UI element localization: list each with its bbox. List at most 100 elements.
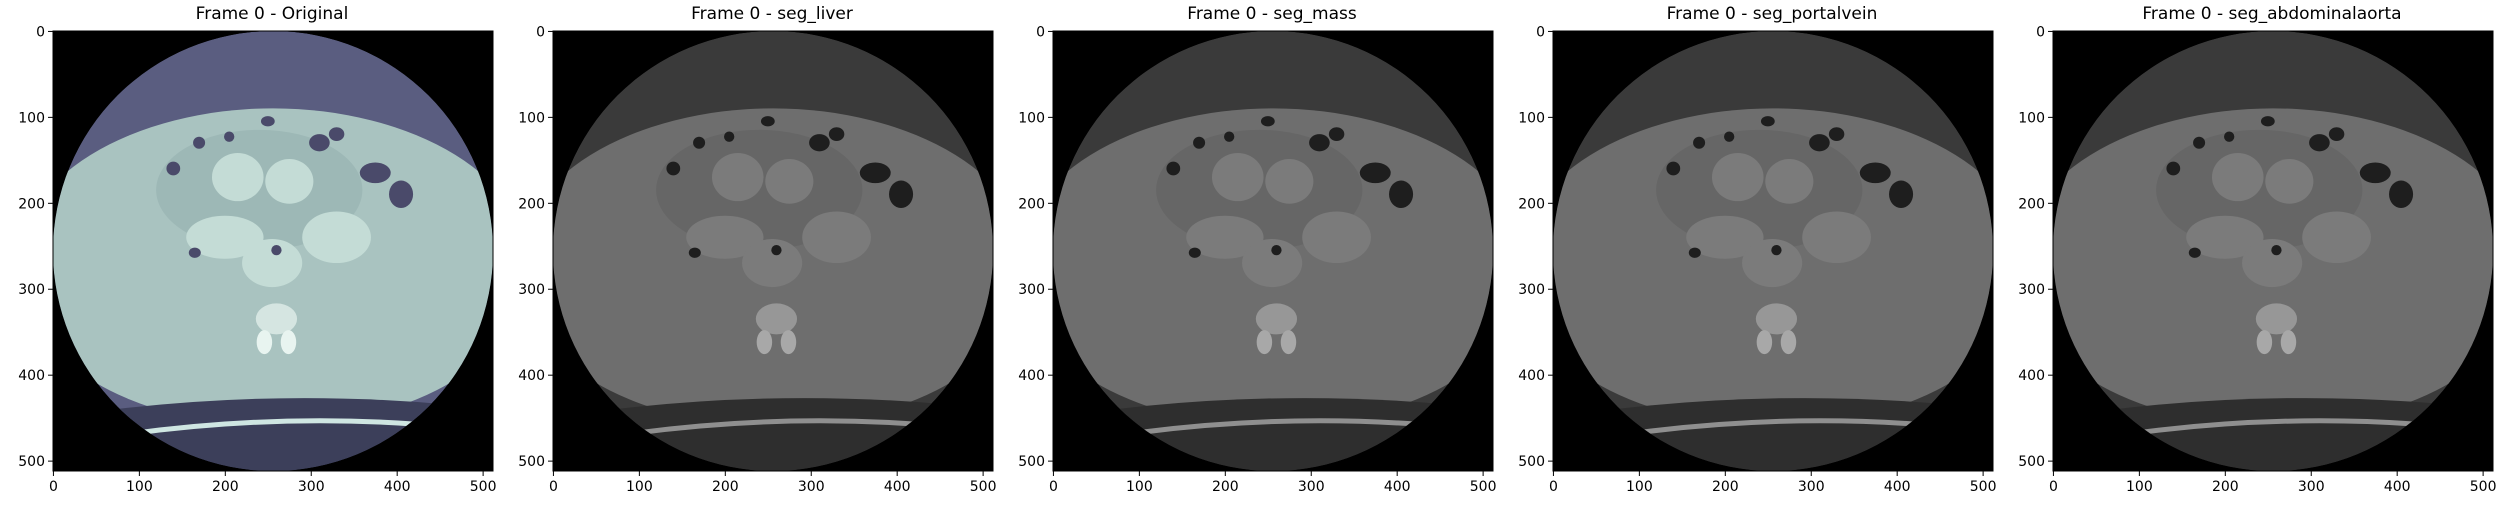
spinal-process (780, 330, 797, 355)
gas-pocket (193, 136, 206, 149)
y-tick-label: 500 (2018, 454, 2045, 470)
spinal-process (756, 330, 773, 355)
gas-pocket (1359, 162, 1391, 184)
gas-pocket (1828, 127, 1845, 141)
x-tick-label: 500 (970, 479, 997, 495)
y-axis-ticks: 0 100 200 300 400 500 (1518, 24, 1553, 470)
vertebra (2255, 303, 2298, 335)
y-tick-label: 100 (18, 110, 45, 126)
gas-pocket (166, 161, 181, 176)
x-tick-label: 500 (1970, 479, 1997, 495)
gas-pocket (389, 180, 414, 209)
ct-slice (553, 31, 993, 471)
scanner-table (621, 418, 923, 438)
gas-pocket (328, 127, 345, 141)
organ (265, 159, 314, 204)
gas-pocket (2271, 244, 2282, 256)
gas-pocket (2188, 247, 2201, 258)
scanner-table (2121, 418, 2423, 438)
organ (302, 211, 371, 264)
y-axis-ticks: 0 100 200 300 400 500 (518, 24, 553, 470)
gas-pocket (828, 127, 845, 141)
axes-frame (52, 30, 494, 472)
gas-pocket (1193, 136, 1206, 149)
gas-pocket (260, 116, 275, 127)
x-tick-label: 200 (1212, 479, 1239, 495)
image-axes: 0 100 200 300 400 500 0 100 200 300 400 500 (1018, 24, 1496, 495)
organ (742, 238, 803, 288)
y-tick-label: 300 (518, 282, 545, 298)
y-tick-label: 200 (18, 196, 45, 212)
x-tick-label: 0 (49, 479, 58, 495)
organ (2186, 215, 2264, 259)
gas-pocket (1309, 134, 1330, 152)
ct-slice (2053, 31, 2493, 471)
gas-pocket (1271, 244, 1282, 256)
axes-frame (1552, 30, 1994, 472)
y-tick-label: 100 (1018, 110, 1045, 126)
gas-pocket (2309, 134, 2330, 152)
gas-pocket (859, 162, 891, 184)
spinal-process (256, 330, 273, 355)
panel-seg-abdominalaorta: Frame 0 - seg_abdominalaorta 0 100 200 300 4… (2000, 0, 2496, 500)
x-tick-label: 500 (470, 479, 497, 495)
y-axis-ticks: 0 100 200 300 400 500 (18, 24, 53, 470)
vertebra (755, 303, 798, 335)
y-tick-label: 0 (1036, 24, 1045, 40)
gas-pocket (359, 162, 391, 184)
x-tick-label: 200 (712, 479, 739, 495)
y-tick-label: 500 (1518, 454, 1545, 470)
x-tick-label: 0 (1549, 479, 1558, 495)
y-tick-label: 200 (1018, 196, 1045, 212)
x-tick-label: 400 (2384, 479, 2411, 495)
x-tick-label: 300 (1798, 479, 1825, 495)
x-tick-label: 500 (1470, 479, 1497, 495)
gas-pocket (1693, 136, 1706, 149)
y-tick-label: 0 (36, 24, 45, 40)
gas-pocket (1724, 131, 1735, 142)
x-tick-label: 300 (298, 479, 325, 495)
x-tick-label: 100 (2126, 479, 2153, 495)
axes-frame (552, 30, 994, 472)
x-axis-ticks: 0 100 200 300 400 500 (49, 471, 497, 495)
gas-pocket (693, 136, 706, 149)
y-tick-label: 400 (1518, 368, 1545, 384)
gas-pocket (1859, 162, 1891, 184)
x-axis-ticks: 0 100 200 300 400 500 (1049, 471, 1497, 495)
x-tick-label: 100 (1126, 479, 1153, 495)
gas-pocket (1666, 161, 1681, 176)
gas-pocket (224, 131, 235, 142)
x-tick-label: 300 (2298, 479, 2325, 495)
spinal-process (1756, 330, 1773, 355)
organ (2242, 238, 2303, 288)
gas-pocket (2260, 116, 2275, 127)
x-tick-label: 400 (884, 479, 911, 495)
x-tick-label: 0 (2049, 479, 2058, 495)
y-axis-ticks: 0 100 200 300 400 500 (2018, 24, 2053, 470)
organ (211, 153, 264, 202)
gas-pocket (1389, 180, 1414, 209)
organ (1802, 211, 1871, 264)
x-tick-label: 400 (1384, 479, 1411, 495)
organ (1211, 153, 1264, 202)
panel-title: Frame 0 - Original (195, 4, 349, 24)
y-tick-label: 200 (2018, 196, 2045, 212)
vertebra (1255, 303, 1298, 335)
vertebra (255, 303, 298, 335)
scanner-table (1621, 418, 1923, 438)
organ (1265, 159, 1314, 204)
y-tick-label: 500 (18, 454, 45, 470)
gas-pocket (724, 131, 735, 142)
organ (242, 238, 303, 288)
panel-title: Frame 0 - seg_abdominalaorta (2142, 4, 2402, 24)
panel-seg-portalvein: Frame 0 - seg_portalvein 0 100 200 300 400 50… (1500, 0, 1996, 500)
y-tick-label: 0 (536, 24, 545, 40)
y-tick-label: 0 (1536, 24, 1545, 40)
organ (1186, 215, 1264, 259)
gas-pocket (2193, 136, 2206, 149)
